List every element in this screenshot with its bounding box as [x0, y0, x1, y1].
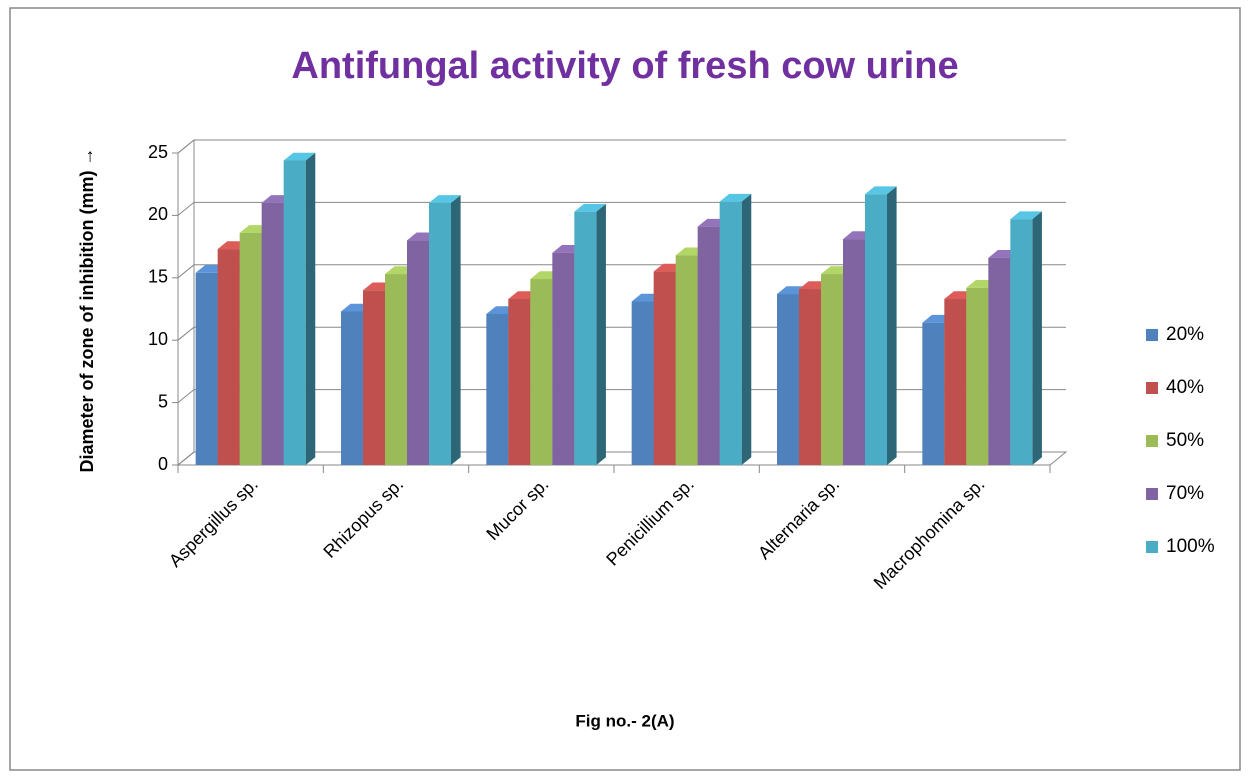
bar	[217, 249, 240, 465]
legend-swatch	[1146, 541, 1158, 553]
grid-depth	[177, 326, 195, 341]
bar	[843, 239, 865, 465]
bar-side	[887, 186, 897, 465]
bar	[631, 301, 654, 465]
bar	[239, 232, 262, 465]
bar-side	[596, 203, 606, 465]
y-tick-label: 5	[158, 391, 168, 411]
bar	[552, 252, 575, 465]
bar	[988, 257, 1011, 465]
legend-swatch	[1146, 435, 1158, 447]
legend-label: 50%	[1166, 430, 1204, 451]
grid-depth	[177, 139, 195, 154]
bar-top	[283, 152, 316, 161]
bar	[1010, 219, 1033, 465]
legend-swatch	[1146, 382, 1158, 394]
bar	[486, 313, 509, 465]
bar	[385, 274, 407, 465]
bar	[675, 255, 698, 465]
bar	[653, 271, 676, 465]
bar-side	[305, 152, 316, 466]
bar	[574, 211, 597, 465]
bar	[821, 274, 843, 465]
legend-label: 100%	[1166, 536, 1215, 557]
caption: Fig no.- 2(A)	[575, 711, 674, 730]
bar-top	[865, 186, 897, 195]
bar	[283, 160, 306, 465]
grid-depth	[177, 202, 195, 216]
legend-swatch	[1146, 488, 1158, 500]
bar-side	[741, 193, 752, 465]
bar	[777, 294, 799, 465]
bar-top	[1010, 211, 1042, 220]
bar	[363, 290, 385, 465]
bar	[697, 226, 720, 465]
bar	[530, 279, 553, 465]
bar	[865, 194, 887, 465]
bar	[508, 299, 531, 465]
y-axis-label: Diameter of zone of inhibition (mm) →	[77, 148, 97, 473]
bar	[719, 201, 742, 465]
y-tick-label: 25	[148, 142, 168, 162]
bar	[922, 322, 945, 465]
y-tick-label: 15	[148, 267, 168, 287]
bar-side	[451, 195, 461, 465]
legend-label: 20%	[1166, 324, 1204, 345]
bar-top	[719, 193, 752, 202]
grid-depth	[177, 264, 195, 279]
grid-depth	[177, 451, 195, 466]
y-tick-label: 0	[158, 454, 168, 474]
legend-label: 40%	[1166, 377, 1204, 398]
bar	[261, 202, 284, 466]
bar	[341, 311, 363, 465]
bar	[966, 287, 989, 465]
bar	[429, 202, 451, 466]
bar	[944, 299, 967, 465]
bar	[195, 272, 218, 465]
y-tick-label: 20	[148, 204, 168, 224]
legend-swatch	[1146, 329, 1158, 341]
legend-label: 70%	[1166, 483, 1204, 504]
chart-title: Antifungal activity of fresh cow urine	[291, 45, 958, 87]
bar	[407, 240, 429, 465]
bar-top	[429, 195, 461, 203]
y-tick-label: 10	[148, 329, 168, 349]
grid-depth	[177, 389, 195, 403]
bar-side	[1032, 211, 1042, 465]
bar-top	[574, 203, 606, 212]
bar	[799, 289, 821, 465]
